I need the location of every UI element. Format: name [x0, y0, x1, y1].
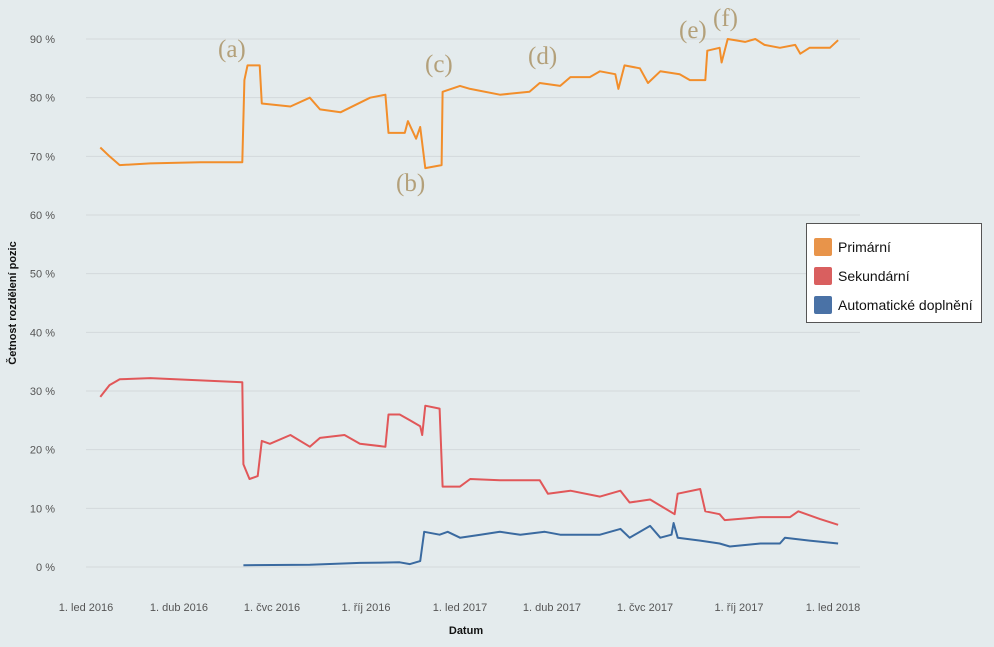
- annotation-b: (b): [396, 170, 426, 197]
- y-tick-label: 30 %: [30, 386, 55, 398]
- x-axis-title: Datum: [449, 625, 483, 637]
- x-tick-label: 1. čvc 2017: [617, 602, 673, 614]
- legend-swatch-primary: [814, 237, 832, 256]
- x-tick-label: 1. čvc 2016: [244, 602, 300, 614]
- series-line-1: [99, 377, 839, 526]
- legend-item-primary[interactable]: Primární: [814, 232, 981, 261]
- x-tick-label: 1. dub 2017: [523, 602, 581, 614]
- x-tick-label: 1. led 2016: [59, 602, 113, 614]
- legend-swatch-secondary: [814, 266, 832, 285]
- annotation-a: (a): [218, 36, 246, 63]
- legend-item-secondary[interactable]: Sekundární: [814, 261, 981, 290]
- y-tick-label: 50 %: [30, 269, 55, 281]
- y-tick-label: 60 %: [30, 210, 55, 222]
- x-tick-label: 1. říj 2017: [715, 602, 764, 614]
- y-tick-label: 40 %: [30, 327, 55, 339]
- series-line-2: [243, 522, 839, 567]
- annotation-e: (e): [679, 17, 707, 44]
- y-tick-label: 10 %: [30, 503, 55, 515]
- y-tick-label: 0 %: [36, 562, 55, 574]
- legend-label: Automatické doplnění: [838, 296, 973, 313]
- y-tick-label: 20 %: [30, 445, 55, 457]
- y-tick-label: 80 %: [30, 93, 55, 105]
- annotation-f: (f): [713, 5, 738, 32]
- legend-label: Primární: [838, 238, 891, 255]
- series-line-0: [99, 38, 839, 170]
- x-tick-label: 1. dub 2016: [150, 602, 208, 614]
- annotation-c: (c): [425, 51, 453, 78]
- x-tick-label: 1. led 2018: [806, 602, 860, 614]
- legend-swatch-autofill: [814, 295, 832, 314]
- x-tick-label: 1. led 2017: [433, 602, 487, 614]
- y-tick-label: 90 %: [30, 34, 55, 46]
- x-tick-label: 1. říj 2016: [342, 602, 391, 614]
- legend-label: Sekundární: [838, 267, 910, 284]
- legend-item-autofill[interactable]: Automatické doplnění: [814, 290, 981, 319]
- legend: Primární Sekundární Automatické doplnění: [806, 223, 982, 323]
- annotation-d: (d): [528, 43, 558, 70]
- y-axis-title: Četnost rozdělení pozic: [6, 241, 19, 364]
- y-tick-label: 70 %: [30, 151, 55, 163]
